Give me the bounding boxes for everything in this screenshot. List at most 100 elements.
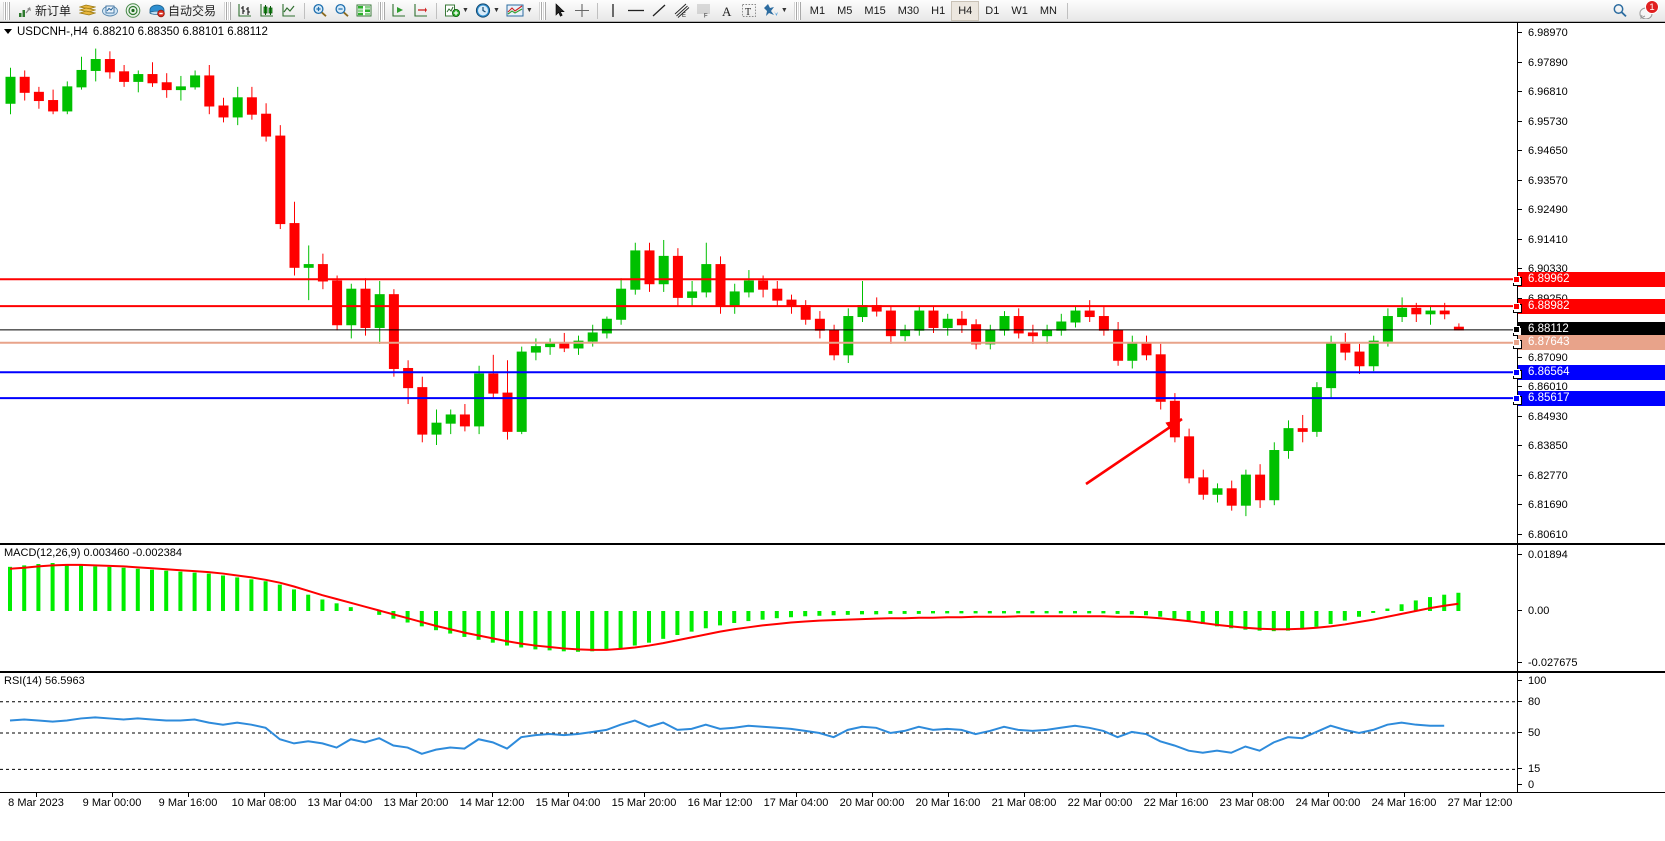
bar-chart-icon [237,3,253,18]
period-button[interactable]: ▼ [472,1,503,21]
price-level-label-resistance-2[interactable]: 6.88982 [1513,298,1665,314]
templates-button[interactable]: ▼ [503,1,536,21]
data-window-button[interactable] [353,1,375,21]
price-tick: 6.93570 [1517,175,1665,187]
timeframe-m5[interactable]: M5 [837,4,853,17]
horizontal-line-button[interactable] [624,1,648,21]
chart-area[interactable]: USDCNH-,H4 6.88210 6.88350 6.88101 6.881… [0,22,1665,841]
timeframe-group[interactable]: M1 M5 M15 M30 H1 H4 D1 W1 MN [804,0,1063,21]
vertical-line-button[interactable] [602,1,624,21]
autotrading-button[interactable]: 自动交易 [144,1,221,21]
timeframe-m30[interactable]: M30 [897,4,920,17]
time-tick-mark [872,793,873,797]
chevron-down-icon-4[interactable]: ▼ [780,7,788,14]
timeframe-m15[interactable]: M15 [864,4,886,17]
toolbar-grip[interactable] [3,1,10,20]
price-pane[interactable]: USDCNH-,H4 6.88210 6.88350 6.88101 6.881… [0,22,1665,544]
time-tick-mark [720,793,721,797]
time-tick-label: 22 Mar 00:00 [1067,797,1133,809]
time-tick-label: 13 Mar 04:00 [307,797,373,809]
macd-plot[interactable] [0,545,1517,671]
toolbar-separator-4 [1066,2,1068,19]
timeframe-mn[interactable]: MN [1039,4,1057,17]
indicators-button[interactable]: ▼ [441,1,472,21]
timeframe-h4[interactable]: H4 [951,0,980,21]
macd-scale[interactable]: 0.01894 0.00 -0.027675 [1517,545,1665,671]
macd-tick: -0.027675 [1517,657,1665,669]
rsi-pane[interactable]: RSI(14) 56.5963 100 80 50 15 0 [0,672,1665,793]
text-icon: A [720,3,734,18]
toolbar-grip-3[interactable] [378,1,386,20]
chevron-down-icon-3[interactable]: ▼ [525,7,533,14]
text-button[interactable]: A [716,1,738,21]
time-tick-mark [1024,793,1025,797]
zoom-out-button[interactable] [331,1,353,21]
price-level-label-support-2[interactable]: 6.85617 [1513,390,1665,406]
candlestick-chart-button[interactable] [256,1,278,21]
macd-tick: 0.00 [1517,605,1665,617]
chevron-down-icon-2[interactable]: ▼ [492,7,500,14]
price-level-label-resistance-1[interactable]: 6.89962 [1513,271,1665,287]
time-tick-label: 22 Mar 16:00 [1143,797,1209,809]
price-level-label-support-1[interactable]: 6.86564 [1513,364,1665,380]
candlestick-chart-icon [259,3,275,18]
equidistant-channel-button[interactable]: E [670,1,693,21]
horizontal-line-icon [627,3,645,18]
auto-scroll-button[interactable] [388,1,410,21]
timeframe-w1[interactable]: W1 [1011,4,1028,17]
price-scale[interactable]: 6.98970 6.97890 6.96810 6.95730 6.94650 6.935… [1513,23,1665,543]
main-toolbar[interactable]: 新订单 [0,0,1665,22]
toolbar-grip-4[interactable] [538,1,546,20]
macd-pane[interactable]: MACD(12,26,9) 0.003460 -0.002384 0.01894… [0,544,1665,672]
alerts-button[interactable]: 1 [1635,0,1659,21]
profiles-button[interactable] [76,1,99,21]
price-tick: 6.82770 [1517,470,1665,482]
zoom-in-icon [312,3,328,18]
time-tick-label: 14 Mar 12:00 [459,797,525,809]
time-tick-label: 13 Mar 20:00 [383,797,449,809]
symbol-info-bar[interactable]: USDCNH-,H4 6.88210 6.88350 6.88101 6.881… [0,23,268,40]
line-chart-button[interactable] [278,1,300,21]
time-tick-mark [948,793,949,797]
cursor-button[interactable] [549,1,571,21]
navigator-button[interactable] [122,1,144,21]
time-axis[interactable]: 8 Mar 2023 9 Mar 00:00 9 Mar 16:00 10 Mar 0… [0,793,1665,841]
trendline-button[interactable] [648,1,670,21]
autotrading-icon [149,3,165,18]
time-tick-label: 20 Mar 16:00 [915,797,981,809]
crosshair-icon [574,3,590,18]
chevron-down-icon[interactable]: ▼ [462,7,469,14]
zoom-in-button[interactable] [309,1,331,21]
price-plot[interactable] [0,23,1517,543]
price-tick: 6.84930 [1517,411,1665,423]
timeframe-h1[interactable]: H1 [931,4,946,17]
text-label-button[interactable]: T [738,1,760,21]
toolbar-grip-2[interactable] [224,1,232,20]
toolbar-separator-3 [596,2,598,19]
new-order-button[interactable]: 新订单 [13,1,76,21]
price-tick: 6.83850 [1517,440,1665,452]
time-tick-label: 23 Mar 08:00 [1219,797,1285,809]
price-level-label-mid-level[interactable]: 6.87643 [1513,335,1665,351]
bar-chart-button[interactable] [234,1,256,21]
auto-scroll-icon [391,3,407,18]
timeframe-d1[interactable]: D1 [985,4,1000,17]
time-tick-label: 17 Mar 04:00 [763,797,829,809]
time-tick-label: 20 Mar 00:00 [839,797,905,809]
crosshair-button[interactable] [571,1,593,21]
rsi-scale[interactable]: 100 80 50 15 0 [1517,673,1665,792]
profiles-icon [79,3,97,18]
time-tick-label: 9 Mar 00:00 [82,797,142,809]
chart-shift-button[interactable] [410,1,432,21]
shapes-button[interactable]: ▼ [760,1,791,21]
chart-menu-icon[interactable] [4,29,12,34]
rsi-plot[interactable] [0,673,1517,792]
toolbar-grip-5[interactable] [793,1,801,20]
price-tick: 6.95730 [1517,116,1665,128]
timeframe-m1[interactable]: M1 [809,4,826,17]
fibonacci-button[interactable]: F [693,1,716,21]
market-watch-button[interactable] [99,1,122,21]
trendline-icon [651,3,667,18]
search-button[interactable] [1609,1,1631,21]
time-tick-mark [1480,793,1481,797]
